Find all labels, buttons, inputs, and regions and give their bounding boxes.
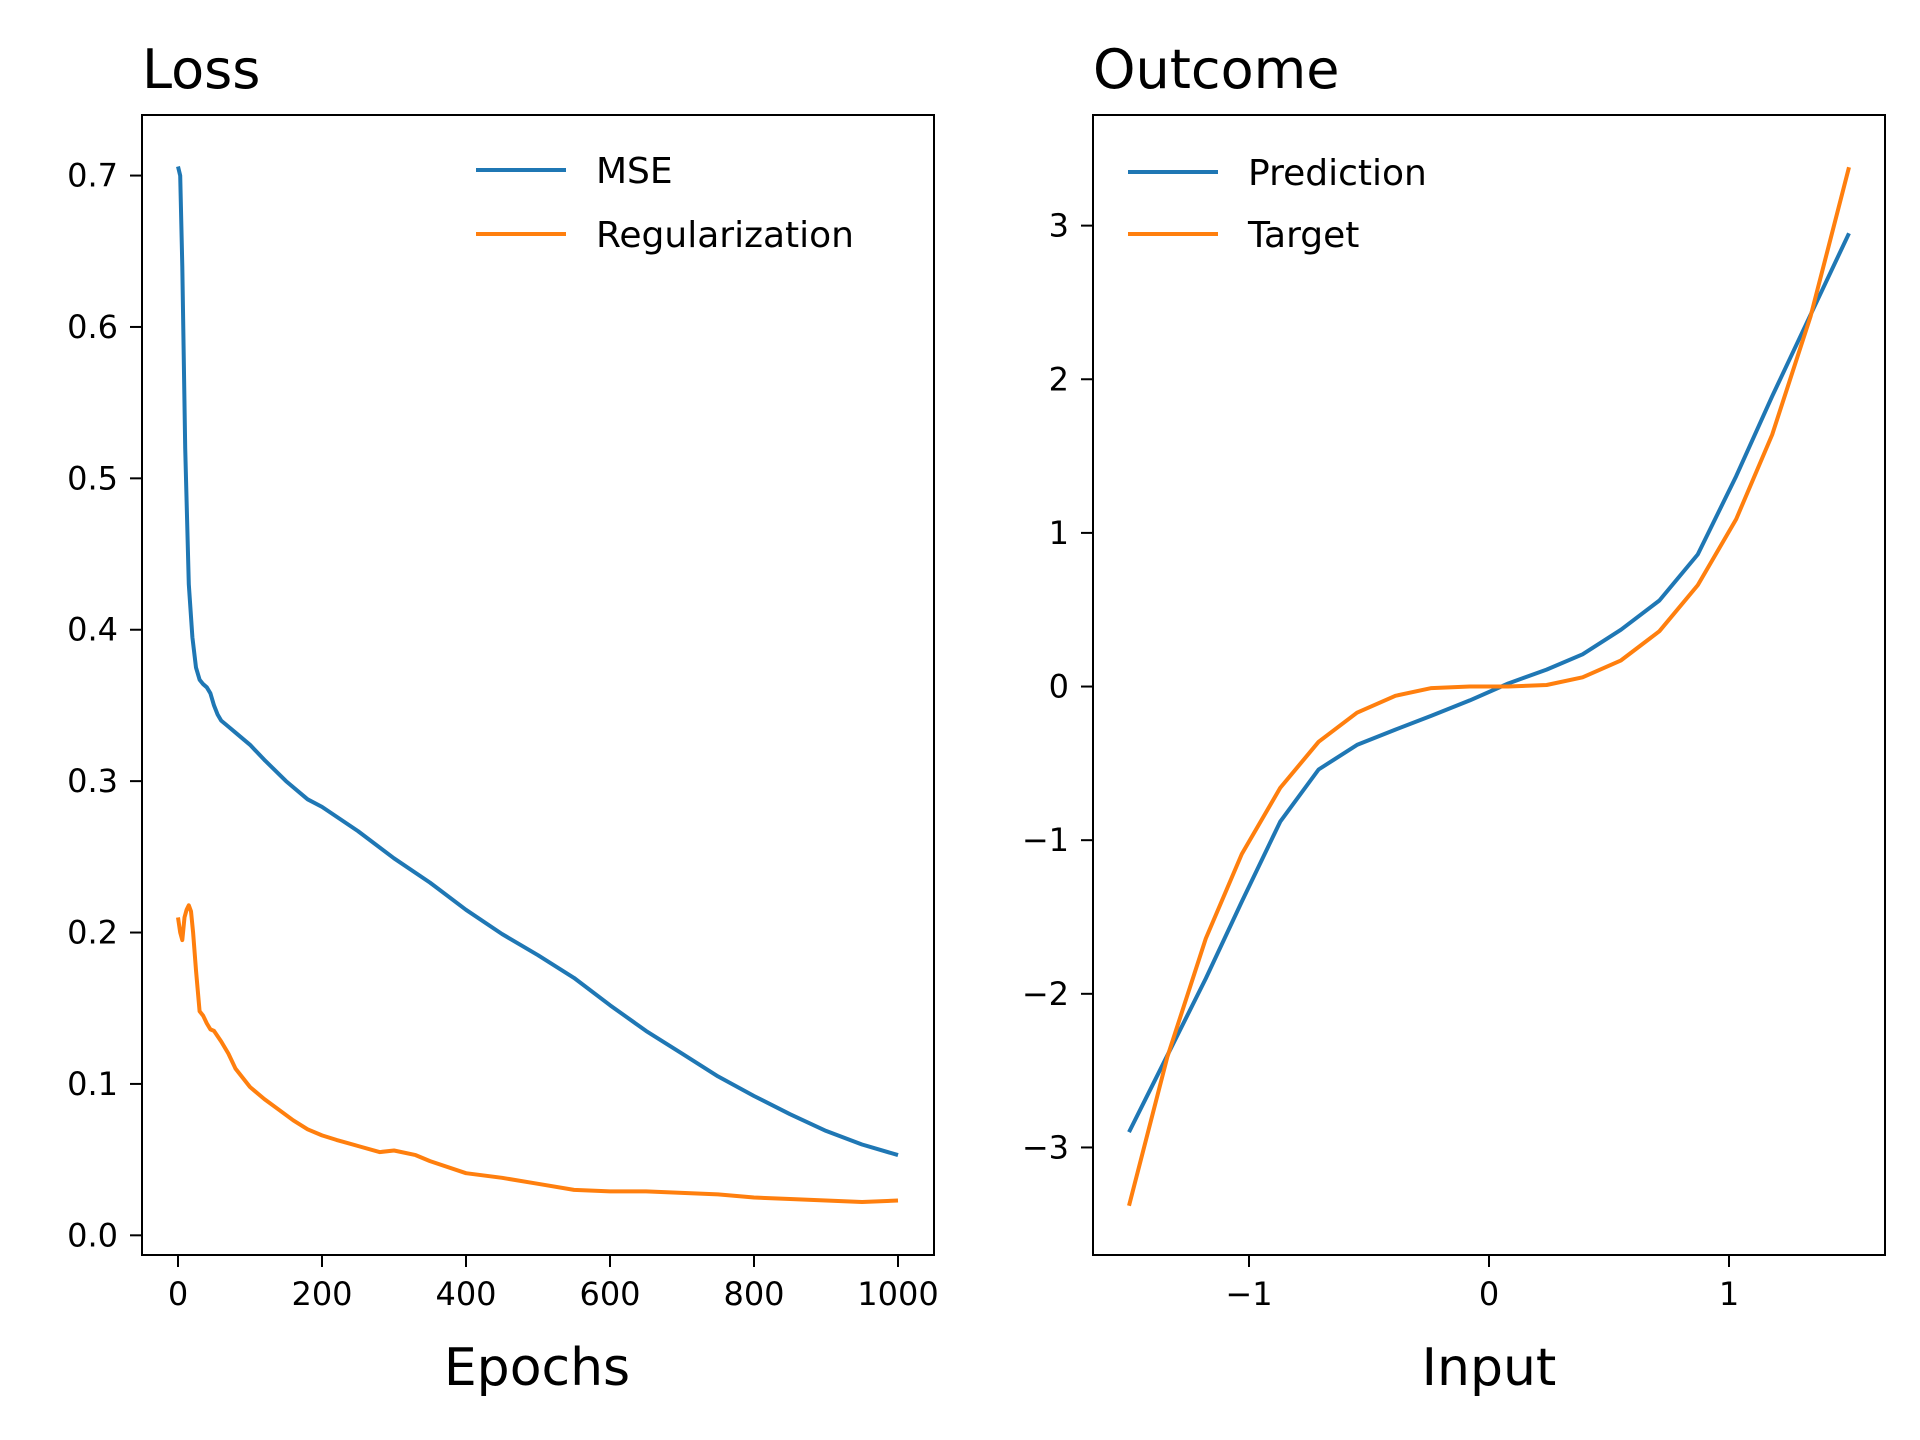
loss-x-tick-label: 800 (723, 1275, 784, 1313)
loss-y-tick-label: 0.0 (67, 1216, 118, 1254)
loss-x-tick-label: 400 (435, 1275, 496, 1313)
outcome-x-axis-title: Input (1422, 1338, 1557, 1398)
loss-y-tick-label: 0.2 (67, 914, 118, 952)
outcome-x-tick-label: 0 (1479, 1275, 1499, 1313)
legend-label-mse: MSE (596, 151, 673, 192)
outcome-y-ticks: −3 −2 −1 0 1 2 3 (1022, 207, 1093, 1166)
loss-chart-title: Loss (142, 38, 260, 101)
loss-y-ticks: 0.0 0.1 0.2 0.3 0.4 0.5 0.6 0.7 (67, 157, 142, 1254)
loss-y-tick-label: 0.1 (67, 1065, 118, 1103)
loss-y-tick-label: 0.7 (67, 157, 118, 195)
loss-x-tick-label: 600 (579, 1275, 640, 1313)
loss-y-tick-label: 0.4 (67, 611, 118, 649)
loss-legend: MSE Regularization (476, 151, 854, 256)
outcome-x-ticks: −1 0 1 (1225, 1255, 1739, 1313)
loss-y-tick-label: 0.6 (67, 308, 118, 346)
outcome-legend: Prediction Target (1128, 153, 1427, 256)
loss-y-tick-label: 0.5 (67, 459, 118, 497)
outcome-y-tick-label: 3 (1049, 207, 1069, 245)
legend-label-prediction: Prediction (1248, 153, 1427, 194)
series-line-prediction (1127, 232, 1851, 1133)
outcome-y-tick-label: 2 (1049, 360, 1069, 398)
legend-label-regularization: Regularization (596, 215, 854, 256)
outcome-y-tick-label: −2 (1022, 975, 1069, 1013)
loss-x-ticks: 0 200 400 600 800 1000 (168, 1255, 939, 1313)
outcome-chart-title: Outcome (1093, 38, 1339, 101)
outcome-chart: Outcome Input −1 0 1 −3 −2 −1 0 1 2 3 Prediction… (1022, 38, 1886, 1398)
loss-series-layer (176, 166, 899, 1204)
outcome-y-tick-label: −1 (1022, 821, 1069, 859)
loss-x-tick-label: 1000 (857, 1275, 938, 1313)
loss-chart: Loss Epochs 0 200 400 600 800 1000 0.00.10.20… (67, 38, 939, 1398)
outcome-y-tick-label: 1 (1049, 514, 1069, 552)
outcome-plot-frame (1092, 114, 1886, 1256)
legend-label-target: Target (1247, 215, 1359, 256)
series-line-mse (176, 166, 899, 1158)
outcome-x-tick-label: 1 (1719, 1275, 1739, 1313)
outcome-y-tick-label: 0 (1049, 668, 1069, 706)
series-line-regularization (176, 903, 899, 1204)
loss-plot-frame (141, 114, 935, 1256)
loss-x-tick-label: 0 (168, 1275, 188, 1313)
outcome-y-tick-label: −3 (1022, 1128, 1069, 1166)
outcome-x-tick-label: −1 (1225, 1275, 1272, 1313)
loss-y-tick-label: 0.3 (67, 762, 118, 800)
loss-x-axis-title: Epochs (444, 1338, 630, 1398)
loss-x-tick-label: 200 (291, 1275, 352, 1313)
series-line-target (1127, 166, 1851, 1207)
outcome-series-layer (1127, 166, 1851, 1207)
